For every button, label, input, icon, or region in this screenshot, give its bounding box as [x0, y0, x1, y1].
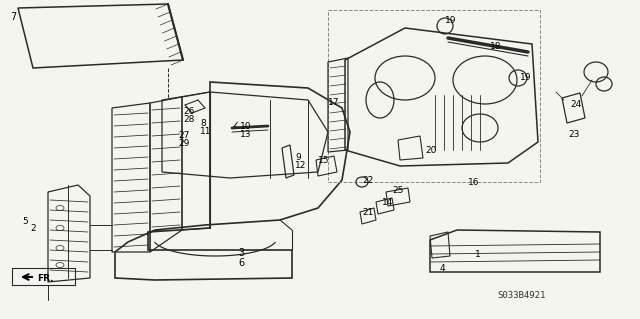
Text: 4: 4 — [440, 264, 445, 273]
Text: 20: 20 — [425, 146, 436, 155]
Text: 13: 13 — [240, 130, 252, 139]
Text: 1: 1 — [475, 250, 481, 259]
Text: 19: 19 — [445, 16, 456, 25]
Text: 25: 25 — [392, 186, 403, 195]
Text: 22: 22 — [362, 176, 373, 185]
Text: 29: 29 — [178, 139, 189, 148]
Text: 7: 7 — [10, 12, 16, 22]
Text: 6: 6 — [238, 258, 244, 268]
Text: 16: 16 — [468, 178, 479, 187]
Text: 17: 17 — [328, 98, 339, 107]
Text: 2: 2 — [30, 224, 36, 233]
Text: 3: 3 — [238, 248, 244, 258]
Text: 28: 28 — [183, 115, 195, 124]
Text: 26: 26 — [183, 107, 195, 116]
Text: 19: 19 — [520, 73, 531, 82]
Text: 18: 18 — [490, 42, 502, 51]
Text: 14: 14 — [382, 198, 394, 207]
Text: S033B4921: S033B4921 — [498, 291, 546, 300]
Text: FR.: FR. — [37, 274, 54, 283]
Text: 15: 15 — [318, 156, 330, 165]
Text: 27: 27 — [178, 131, 189, 140]
Text: 11: 11 — [200, 127, 211, 136]
Text: 8: 8 — [200, 119, 205, 128]
Text: 12: 12 — [295, 161, 307, 170]
Text: 5: 5 — [22, 217, 28, 226]
Text: 21: 21 — [362, 208, 373, 217]
Text: 10: 10 — [240, 122, 252, 131]
Text: 24: 24 — [570, 100, 581, 109]
Text: 23: 23 — [568, 130, 579, 139]
Text: 9: 9 — [295, 153, 301, 162]
